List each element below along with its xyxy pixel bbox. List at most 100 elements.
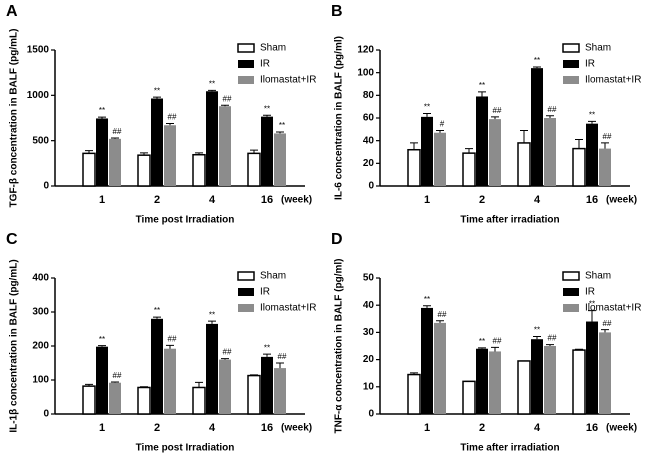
x-tick-label: 4: [534, 422, 541, 434]
error-bar: [575, 139, 583, 149]
y-axis-label: TGF-β concentration in BALF (pg/mL): [9, 29, 20, 208]
significance-marker: **: [209, 310, 215, 319]
bar: [82, 152, 96, 187]
error-bar: [140, 386, 148, 388]
bar: [421, 116, 433, 186]
significance-marker: ##: [223, 348, 232, 357]
error-bar: [491, 346, 499, 352]
bar: [261, 116, 273, 186]
error-bar: [533, 335, 541, 340]
x-tick-label: 4: [209, 422, 216, 434]
significance-marker: ##: [603, 319, 612, 328]
significance-marker: **: [99, 335, 105, 344]
y-tick-label: 20: [363, 354, 375, 365]
significance-marker: ##: [168, 334, 177, 343]
significance-marker: **: [424, 103, 430, 112]
significance-marker: **: [264, 343, 270, 352]
y-tick-label: 30: [363, 327, 375, 338]
significance-marker: ##: [438, 310, 447, 319]
bar: [247, 374, 261, 415]
bar: [137, 386, 151, 415]
legend-label: Ilomastat+IR: [585, 303, 641, 314]
error-bar: [221, 104, 229, 107]
error-bar: [601, 329, 609, 333]
significance-marker: **: [479, 81, 485, 90]
y-tick-label: 50: [363, 273, 375, 284]
y-axis-label: IL-6 concentration in BALF (pg/ml): [334, 36, 345, 200]
y-tick-label: 1000: [27, 90, 50, 101]
legend-label: Ilomastat+IR: [260, 75, 316, 86]
significance-marker: ##: [603, 132, 612, 141]
error-bar: [546, 344, 554, 346]
error-bar: [478, 347, 486, 349]
x-axis-label: Time post Irradiation: [136, 443, 235, 454]
bar: [434, 132, 446, 186]
x-tick-label: 2: [479, 194, 485, 206]
bar: [517, 360, 531, 415]
significance-marker: ##: [113, 371, 122, 380]
error-bar: [465, 148, 473, 154]
error-bar: [263, 114, 271, 117]
bar: [599, 148, 611, 186]
bar: [219, 106, 231, 186]
legend-label: IR: [260, 59, 270, 70]
x-tick-label: 1: [99, 194, 105, 206]
legend-swatch: [238, 76, 254, 84]
bar: [109, 138, 121, 186]
error-bar: [250, 374, 258, 376]
x-axis-label: Time after irradiation: [460, 443, 559, 454]
legend-swatch: [238, 304, 254, 312]
bar: [247, 152, 261, 187]
significance-marker: ##: [278, 352, 287, 361]
error-bar: [491, 116, 499, 120]
y-tick-label: 100: [32, 375, 49, 386]
chart-panel: A TGF-β concentration in BALF (pg/mL) 0 500…: [6, 3, 316, 225]
bar: [274, 133, 286, 186]
significance-marker: #: [440, 120, 445, 129]
x-unit-label: (week): [606, 195, 637, 206]
significance-marker: **: [209, 79, 215, 88]
bar: [434, 322, 446, 414]
error-bar: [153, 96, 161, 99]
legend-label: Sham: [260, 43, 286, 54]
y-tick-label: 0: [43, 409, 49, 420]
legend-label: Sham: [260, 271, 286, 282]
bar: [192, 153, 206, 187]
legend-swatch: [563, 304, 579, 312]
y-tick-label: 40: [363, 300, 375, 311]
significance-marker: **: [99, 106, 105, 115]
legend-label: Ilomastat+IR: [585, 75, 641, 86]
error-bar: [601, 142, 609, 149]
bar: [151, 318, 163, 414]
y-tick-label: 400: [32, 273, 49, 284]
bar: [531, 68, 543, 186]
bar: [407, 373, 421, 415]
x-tick-label: 16: [586, 422, 598, 434]
bar: [544, 346, 556, 414]
y-tick-label: 20: [363, 158, 375, 169]
legend-label: IR: [585, 287, 595, 298]
bar: [96, 118, 108, 186]
legend-swatch: [237, 271, 255, 281]
error-bar: [85, 150, 93, 154]
error-bar: [423, 305, 431, 308]
error-bar: [208, 320, 216, 324]
y-tick-label: 120: [357, 45, 374, 56]
error-bar: [166, 122, 174, 126]
y-tick-label: 60: [363, 113, 375, 124]
y-axis-label: TNF-α concentration in BALF (pg/ml): [334, 258, 345, 433]
error-bar: [276, 131, 284, 134]
error-bar: [195, 152, 203, 155]
x-tick-label: 1: [424, 422, 430, 434]
x-tick-label: 16: [261, 422, 273, 434]
y-tick-label: 100: [357, 67, 374, 78]
legend-swatch: [237, 43, 255, 53]
error-bar: [98, 116, 106, 119]
y-tick-label: 80: [363, 90, 375, 101]
panel-label: D: [331, 231, 343, 248]
error-bar: [533, 66, 541, 69]
x-axis-label: Time after irradiation: [460, 215, 559, 226]
bar: [206, 91, 218, 186]
error-bar: [166, 344, 174, 349]
